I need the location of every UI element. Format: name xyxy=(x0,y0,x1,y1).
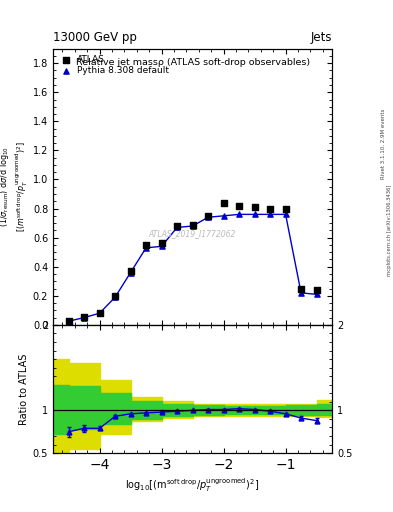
ATLAS xyxy=(96,308,103,316)
Text: Jets: Jets xyxy=(310,31,332,44)
ATLAS xyxy=(252,203,258,211)
Text: 13000 GeV pp: 13000 GeV pp xyxy=(53,31,137,44)
Pythia 8.308 default xyxy=(127,268,134,276)
Pythia 8.308 default xyxy=(81,313,87,322)
ATLAS xyxy=(298,285,304,293)
Text: Relative jet massρ (ATLAS soft-drop observables): Relative jet massρ (ATLAS soft-drop obse… xyxy=(75,58,310,67)
ATLAS xyxy=(283,204,289,212)
ATLAS xyxy=(81,313,87,321)
Pythia 8.308 default xyxy=(96,309,103,317)
ATLAS xyxy=(189,221,196,229)
Pythia 8.308 default xyxy=(252,210,258,219)
Pythia 8.308 default xyxy=(314,290,320,298)
Text: ATLAS_2019_I1772062: ATLAS_2019_I1772062 xyxy=(149,229,236,238)
Pythia 8.308 default xyxy=(65,317,72,325)
Pythia 8.308 default xyxy=(283,210,289,219)
Y-axis label: $(1/\sigma_\mathrm{resum})$ d$\sigma$/d log$_{10}$
$[(m^\mathrm{soft\,drop}/p_T^: $(1/\sigma_\mathrm{resum})$ d$\sigma$/d … xyxy=(0,141,30,232)
ATLAS xyxy=(205,212,211,220)
ATLAS xyxy=(220,199,227,207)
X-axis label: log$_{10}$[(m$^\mathrm{soft\,drop}/p_T^\mathrm{ungroomed})^2$]: log$_{10}$[(m$^\mathrm{soft\,drop}/p_T^\… xyxy=(125,476,260,494)
ATLAS xyxy=(127,267,134,275)
ATLAS xyxy=(143,241,149,249)
ATLAS xyxy=(267,204,273,212)
Pythia 8.308 default xyxy=(298,289,304,297)
ATLAS xyxy=(65,316,72,325)
Pythia 8.308 default xyxy=(236,210,242,219)
Pythia 8.308 default xyxy=(158,242,165,250)
Pythia 8.308 default xyxy=(189,222,196,230)
Text: mcplots.cern.ch [arXiv:1306.3436]: mcplots.cern.ch [arXiv:1306.3436] xyxy=(387,185,391,276)
ATLAS xyxy=(314,286,320,294)
ATLAS xyxy=(236,202,242,210)
ATLAS xyxy=(158,239,165,247)
Pythia 8.308 default xyxy=(220,212,227,220)
ATLAS xyxy=(112,292,118,300)
Pythia 8.308 default xyxy=(143,244,149,252)
Legend: ATLAS, Pythia 8.308 default: ATLAS, Pythia 8.308 default xyxy=(57,53,170,77)
Text: Rivet 3.1.10, 2.9M events: Rivet 3.1.10, 2.9M events xyxy=(381,108,386,179)
Pythia 8.308 default xyxy=(112,293,118,302)
Pythia 8.308 default xyxy=(174,223,180,231)
Pythia 8.308 default xyxy=(267,210,273,219)
Y-axis label: Ratio to ATLAS: Ratio to ATLAS xyxy=(18,353,29,424)
Pythia 8.308 default xyxy=(205,213,211,221)
ATLAS xyxy=(174,222,180,230)
